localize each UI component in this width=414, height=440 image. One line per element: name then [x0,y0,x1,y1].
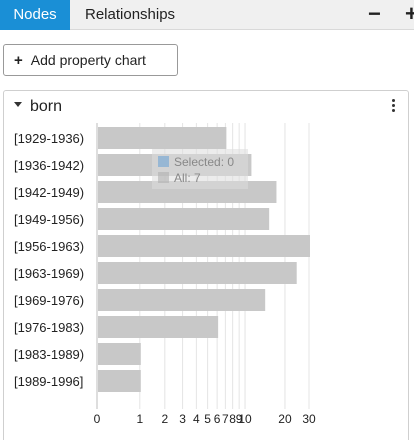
x-tick-label: 0 [94,412,101,426]
category-label: [1956-1963) [14,239,84,254]
caret-down-icon[interactable] [14,102,22,108]
bar-chart: [1929-1936) [1936-1942) [1942-1949) [1949-1… [14,123,316,426]
legend-all-swatch [158,172,169,183]
kebab-icon[interactable] [391,99,397,113]
x-tick-label: 1 [136,412,143,426]
category-label: [1983-1989) [14,347,84,362]
add-icon[interactable]: + [405,1,414,26]
chart-legend: Selected: 0 All: 7 [152,149,248,189]
chart-tick-labels: 0 1 2 3 4 5 6 7 8 910 20 30 [94,412,316,426]
chart-bars [98,127,310,392]
x-tick-label: 3 [179,412,186,426]
legend-selected-swatch [158,156,169,167]
category-label: [1929-1936) [14,131,84,146]
bar[interactable] [98,262,297,284]
x-tick-label: 2 [161,412,168,426]
bar[interactable] [98,127,227,149]
property-chart-panel: born [1929-1936) [1936-1942) [1942-1949) [1… [3,90,409,440]
category-label: [1942-1949) [14,185,84,200]
tab-relationships[interactable]: Relationships [85,6,176,23]
tab-nodes[interactable]: Nodes [0,0,70,30]
category-label: [1963-1969) [14,266,84,281]
bar[interactable] [98,343,141,365]
category-label: [1976-1983) [14,320,84,335]
category-label: [1969-1976) [14,293,84,308]
chart-category-labels: [1929-1936) [1936-1942) [1942-1949) [1949-1… [14,131,84,389]
add-property-chart-label: Add property chart [30,52,146,68]
x-tick-label: 9 [236,412,243,426]
plus-icon: + [14,52,23,69]
minimize-icon[interactable]: − [368,1,381,26]
x-tick-label: 5 [204,412,211,426]
bar[interactable] [98,289,266,311]
panel-header[interactable]: born [14,98,62,116]
panel-title: born [30,98,63,115]
category-label: [1936-1942) [14,158,84,173]
x-tick-label: 7 [222,412,229,426]
add-property-chart-button[interactable]: + Add property chart [3,44,178,76]
x-tick-label: 4 [193,412,200,426]
x-tick-label: 30 [302,412,316,426]
legend-all: All: 7 [174,171,201,185]
bar[interactable] [98,235,310,257]
x-tick-label: 6 [214,412,221,426]
bar[interactable] [98,316,219,338]
category-label: [1989-1996] [14,374,83,389]
bar[interactable] [98,370,141,392]
bar[interactable] [98,208,270,230]
x-tick-label: 20 [278,412,292,426]
tab-bar: Nodes Relationships − + [0,0,414,30]
x-tick-label: 8 [229,412,236,426]
x-tick-label: 10 [238,412,252,426]
category-label: [1949-1956) [14,212,84,227]
legend-selected: Selected: 0 [174,155,234,169]
